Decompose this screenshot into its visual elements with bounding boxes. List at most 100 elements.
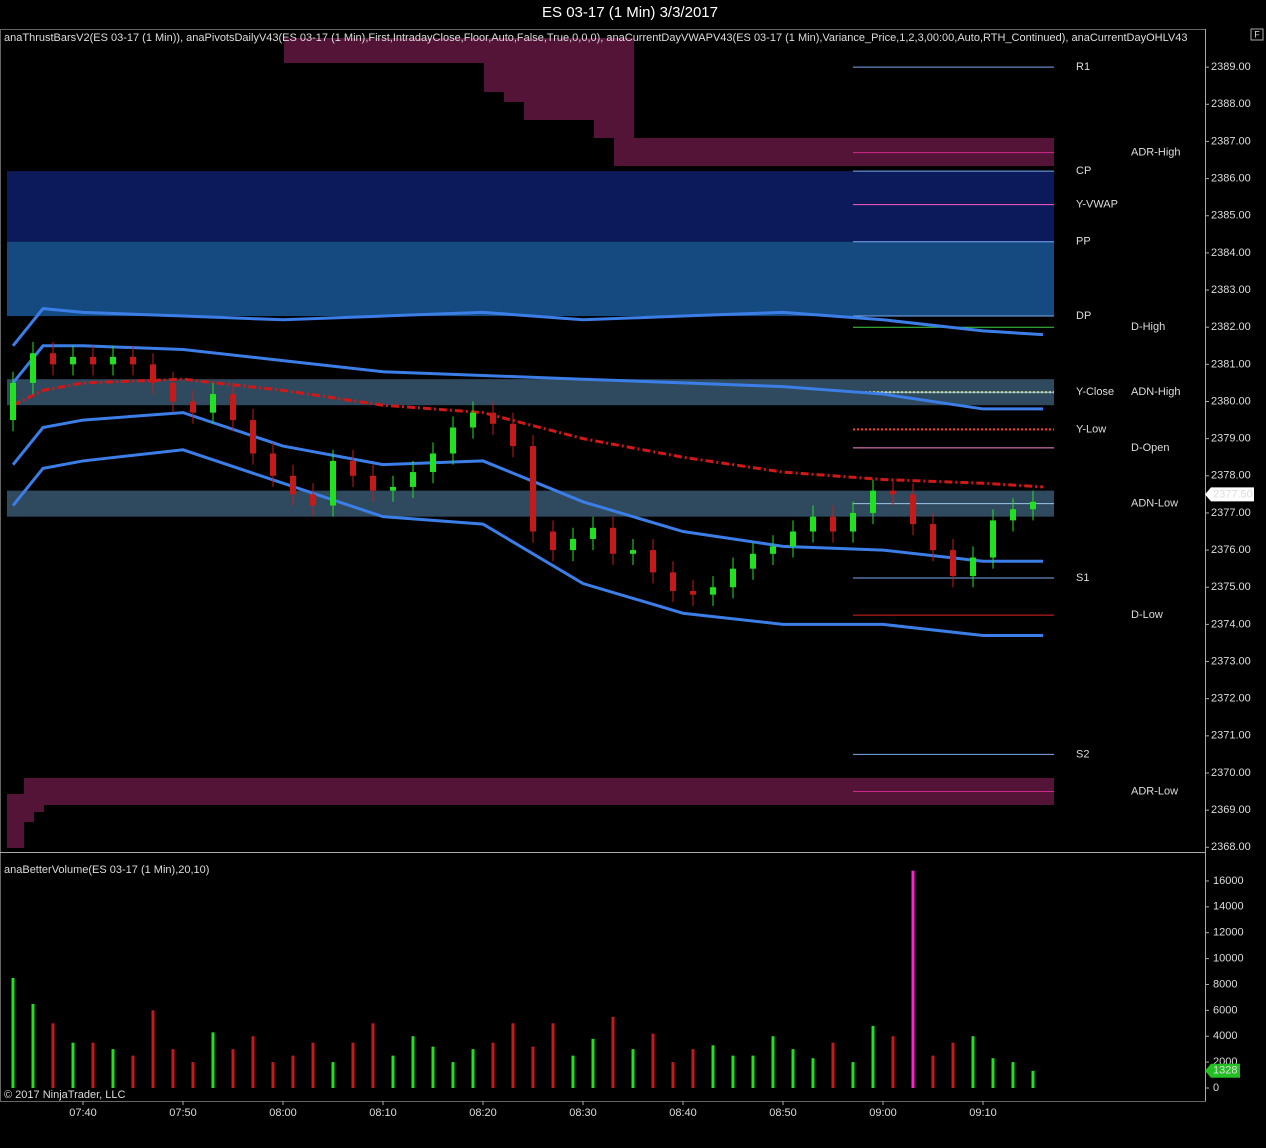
plot: 2368.00 2369.00 2370.00 2371.00 2372.00 2373.… (10, 61, 1254, 1119)
candle-body (870, 490, 876, 513)
volume-bar (351, 1042, 355, 1088)
y-tick-label: 2374.00 (1211, 618, 1251, 630)
volume-bar (371, 1023, 375, 1088)
candle-body (650, 550, 656, 573)
volume-bar (171, 1049, 175, 1088)
zone (7, 241, 1054, 317)
level-label: S1 (1076, 572, 1089, 584)
y-tick-label: 2389.00 (1211, 61, 1251, 73)
level-label: S2 (1076, 748, 1089, 760)
button-label[interactable]: F (1254, 29, 1260, 39)
y-tick-label: 2378.00 (1211, 470, 1251, 482)
y-tick-label: 2373.00 (1211, 655, 1251, 667)
level-label: R1 (1076, 61, 1090, 73)
volume-bar (731, 1055, 735, 1088)
volume-bar (971, 1036, 975, 1088)
y-tick-label: 2388.00 (1211, 98, 1251, 110)
level-label: Y-Close (1076, 386, 1114, 398)
zones (7, 171, 1054, 517)
zone (7, 171, 1054, 242)
x-tick-label: 09:10 (969, 1107, 997, 1119)
level-label: Y-Low (1076, 423, 1106, 435)
candle-body (490, 412, 496, 424)
y-tick-label: 2379.00 (1211, 433, 1251, 445)
volume-bar (11, 978, 15, 1088)
candle-body (630, 550, 636, 554)
volume-bar (831, 1042, 835, 1088)
volume-bar (411, 1036, 415, 1088)
y-tick-label: 2372.00 (1211, 693, 1251, 705)
volume-bar (391, 1055, 395, 1088)
level-label: CP (1076, 165, 1091, 177)
y-tick-label: 2377.00 (1211, 507, 1251, 519)
y-tick-label: 2380.00 (1211, 395, 1251, 407)
candle-body (690, 590, 696, 595)
volume-bar (71, 1042, 75, 1088)
candle-body (410, 472, 416, 487)
candle-body (110, 356, 116, 365)
candle-body (670, 572, 676, 591)
volume-bar (131, 1055, 135, 1088)
y-tick-label: 8000 (1213, 978, 1237, 990)
volume-bar (231, 1049, 235, 1088)
candle-body (890, 490, 896, 495)
y-tick-label: 16000 (1213, 875, 1244, 887)
volume-bar (531, 1046, 535, 1088)
window-title: ES 03-17 (1 Min) 3/3/2017 (542, 4, 718, 21)
last-volume-label: 1328 (1213, 1065, 1237, 1077)
band-line (11, 344, 1043, 411)
candle-body (750, 553, 756, 569)
candle-body (1030, 501, 1036, 510)
candle-body (570, 538, 576, 551)
volume-bar (891, 1036, 895, 1088)
candle-body (510, 423, 516, 447)
volume-bar (751, 1055, 755, 1088)
copyright: © 2017 NinjaTrader, LLC (4, 1089, 125, 1101)
y-tick-label: 2387.00 (1211, 135, 1251, 147)
candle-body (910, 494, 916, 525)
volume-bar (991, 1058, 995, 1088)
volume-bar (871, 1025, 875, 1088)
x-tick-label: 08:20 (469, 1107, 497, 1119)
y-tick-label: 4000 (1213, 1030, 1237, 1042)
level-label: ADN-High (1131, 386, 1181, 398)
candle-body (1010, 509, 1016, 521)
x-tick-label: 08:30 (569, 1107, 597, 1119)
y-tick-label: 2368.00 (1211, 841, 1251, 853)
adr-high-zone (224, 38, 1054, 166)
volume-bar (111, 1049, 115, 1088)
level-label: D-High (1131, 321, 1165, 333)
y-tick-label: 6000 (1213, 1004, 1237, 1016)
level-label: ADN-Low (1131, 498, 1178, 510)
volume-bar (311, 1042, 315, 1088)
candle-body (90, 356, 96, 365)
band-line (11, 448, 1043, 638)
button[interactable] (1250, 28, 1264, 41)
volume-bar (951, 1042, 955, 1088)
volume-bar (511, 1023, 515, 1088)
candle-body (850, 512, 856, 532)
volume-bar (671, 1062, 675, 1088)
candle-body (150, 364, 156, 383)
x-tick-label: 08:40 (669, 1107, 697, 1119)
candle-body (610, 527, 616, 554)
volume-bar (691, 1049, 695, 1088)
level-label: D-Open (1131, 442, 1170, 454)
level-label: Y-VWAP (1076, 199, 1118, 211)
y-tick-label: 2382.00 (1211, 321, 1251, 333)
candle-body (330, 460, 336, 506)
candle-body (950, 550, 956, 577)
volume-bar (471, 1049, 475, 1088)
candle-body (590, 527, 596, 539)
y-tick-label: 2385.00 (1211, 210, 1251, 222)
x-tick-label: 07:40 (69, 1107, 97, 1119)
band-line (12, 377, 1044, 489)
volume-bar (211, 1032, 215, 1088)
volume-bar (911, 870, 915, 1088)
volume-bar (771, 1036, 775, 1088)
candle-body (730, 568, 736, 588)
volume-bar (431, 1046, 435, 1088)
candle-body (830, 516, 836, 532)
candle-body (70, 356, 76, 365)
